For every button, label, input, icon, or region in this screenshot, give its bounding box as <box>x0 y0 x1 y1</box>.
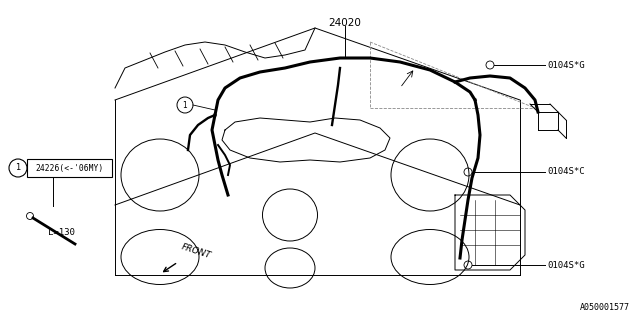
Text: 24226(<-'06MY): 24226(<-'06MY) <box>35 164 104 172</box>
Text: 0104S*C: 0104S*C <box>547 167 584 177</box>
Circle shape <box>9 159 27 177</box>
Text: L=130: L=130 <box>48 228 75 237</box>
Text: 1: 1 <box>182 100 188 109</box>
Text: 24020: 24020 <box>328 18 362 28</box>
Text: FRONT: FRONT <box>180 242 212 260</box>
Text: 1: 1 <box>15 164 20 172</box>
Text: A050001577: A050001577 <box>580 303 630 312</box>
Text: 0104S*G: 0104S*G <box>547 60 584 69</box>
Text: 0104S*G: 0104S*G <box>547 260 584 269</box>
Circle shape <box>177 97 193 113</box>
Bar <box>27 159 112 177</box>
